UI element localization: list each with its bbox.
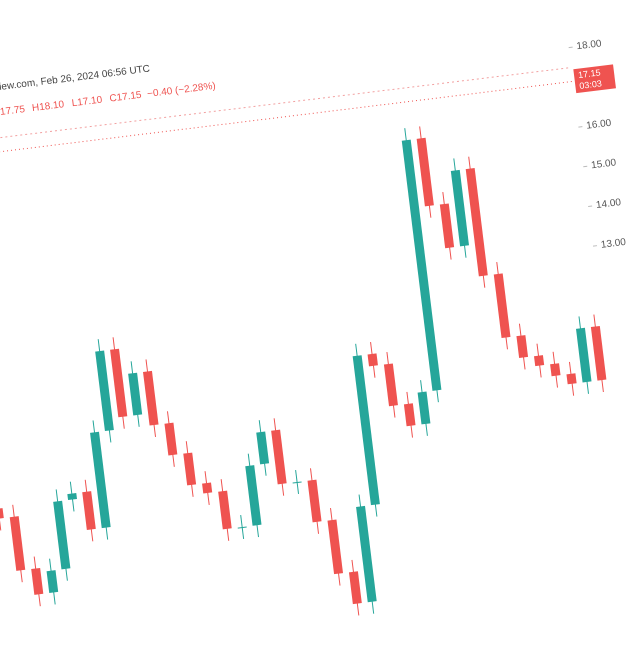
candle-body bbox=[534, 355, 544, 366]
candle-body bbox=[202, 482, 212, 493]
candle-body bbox=[566, 373, 576, 384]
candle-body bbox=[368, 353, 378, 366]
candle-body bbox=[67, 493, 77, 500]
candle-body bbox=[550, 363, 560, 376]
